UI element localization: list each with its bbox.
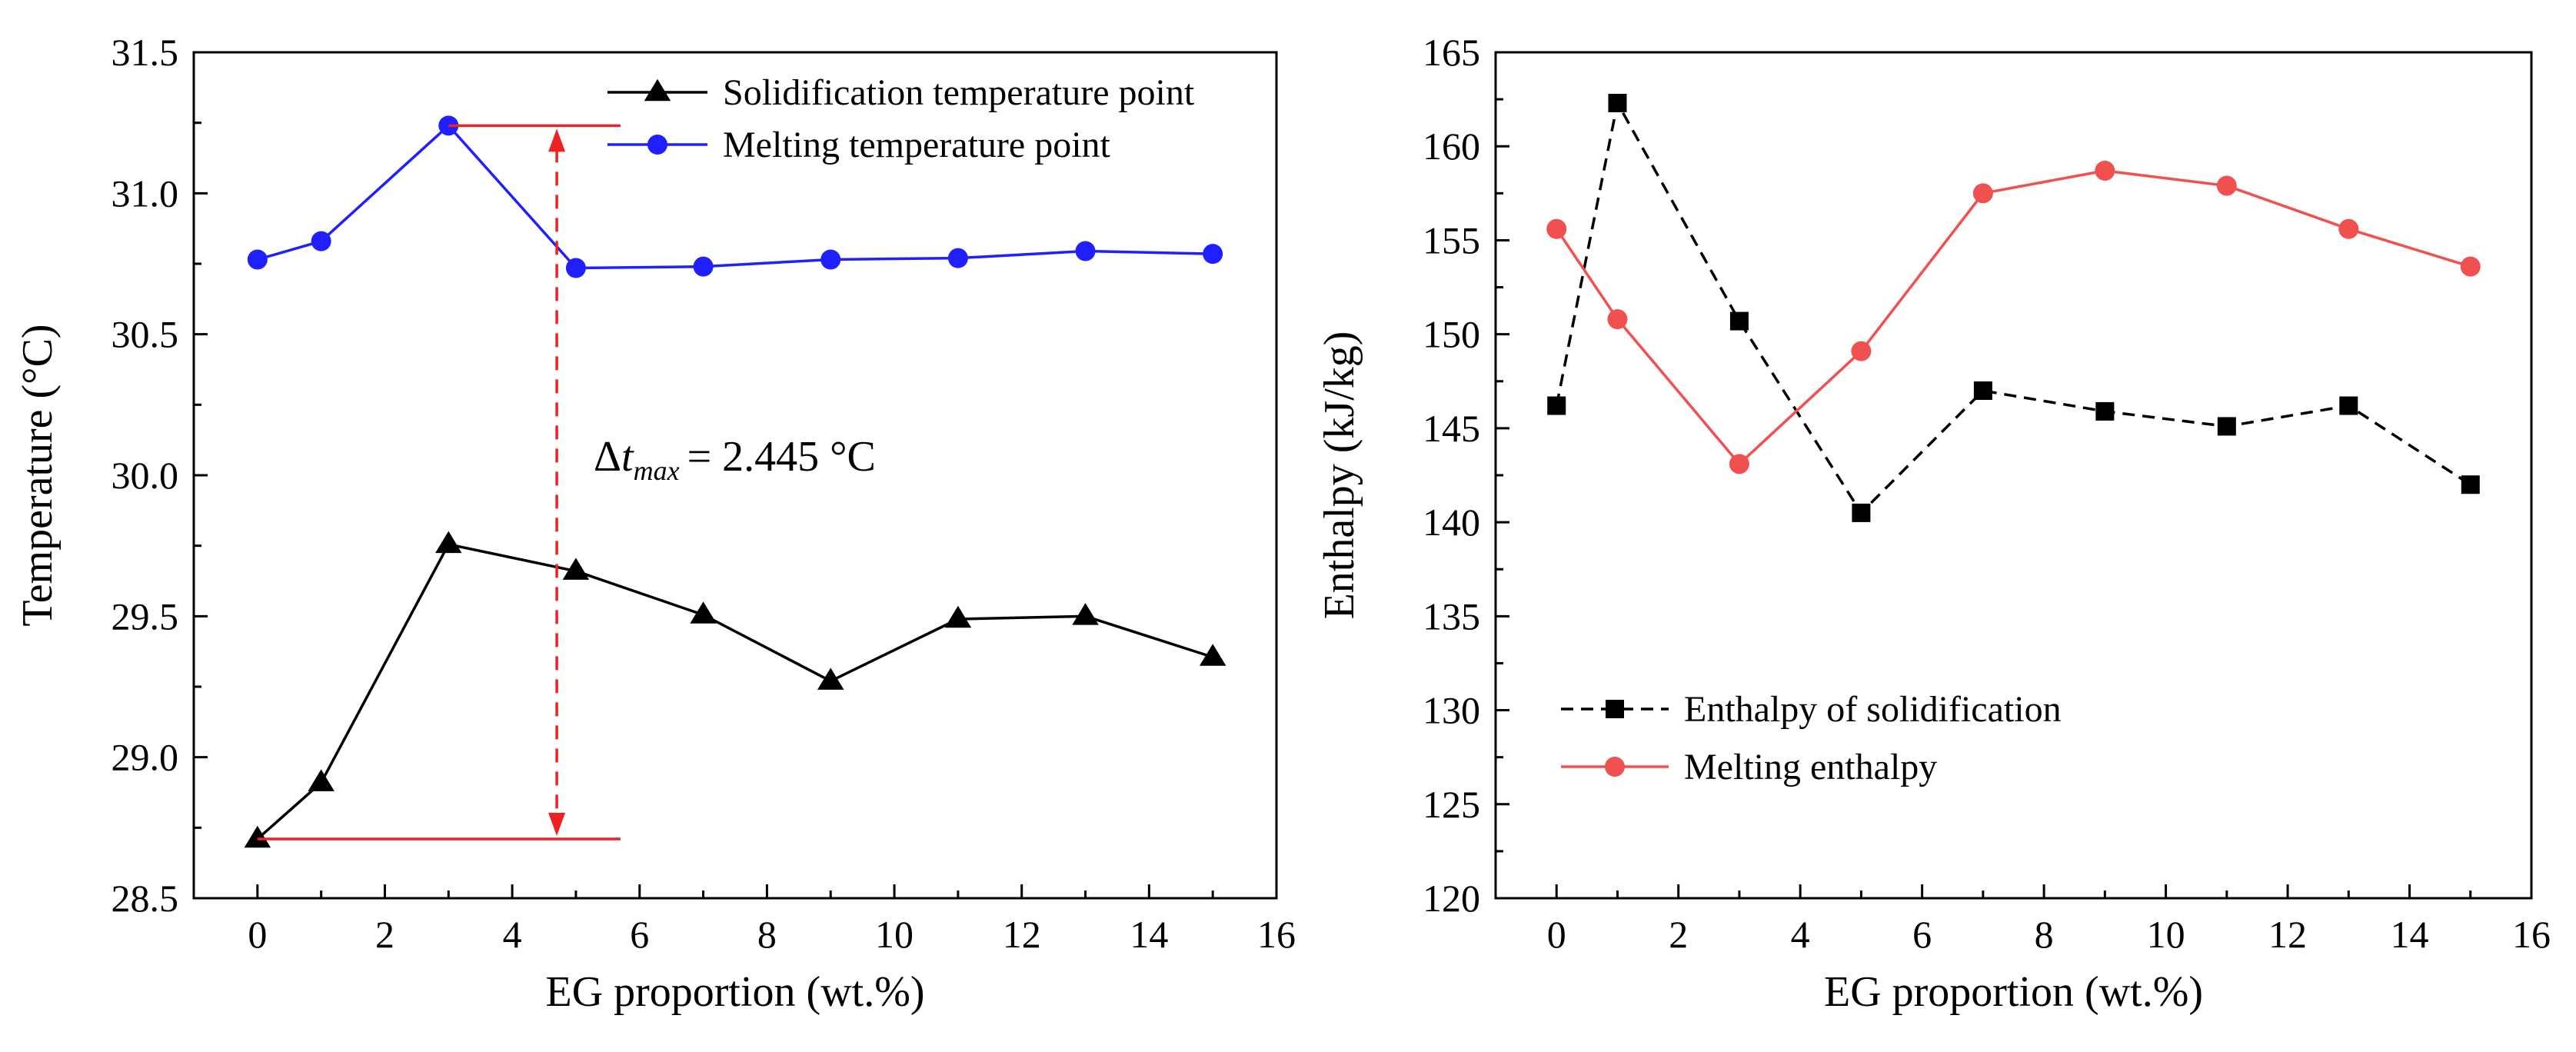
temp-series-2-point — [820, 249, 841, 270]
enth-series-2-point — [2460, 256, 2481, 277]
enth-series-1-point — [2095, 401, 2115, 421]
temperature-chart: 0 2 4 6 8 10 12 14 16 28.5 29.0 29.5 30.0 30.5 31.0 31.… — [14, 31, 1296, 1016]
temp-series-1-point — [562, 558, 590, 580]
delta-arrowhead-up — [548, 128, 566, 152]
temp-series-2-point — [247, 249, 268, 270]
temp-y-tick-label: 31.0 — [111, 171, 179, 215]
temp-x-tick-label: 12 — [1003, 913, 1041, 956]
enth-y-axis-title: Enthalpy (kJ/kg) — [1316, 331, 1363, 620]
temp-x-tick-label: 2 — [375, 913, 394, 956]
temp-series-1-point — [690, 601, 717, 624]
enth-x-tick-label: 10 — [2147, 913, 2185, 956]
enth-series-2-point — [1607, 309, 1628, 330]
temp-series-2-point — [1075, 241, 1096, 261]
temp-series-2-point — [947, 248, 968, 268]
enth-series-2-point — [1972, 183, 1993, 204]
temp-x-tick-label: 10 — [875, 913, 914, 956]
temp-x-tick-label: 4 — [503, 913, 522, 956]
temp-series-1-point — [944, 605, 972, 628]
temp-legend-label-2: Melting temperature point — [723, 125, 1111, 165]
enth-y-tick-label: 125 — [1423, 783, 1480, 826]
temp-x-tick-label: 16 — [1257, 913, 1296, 956]
enth-y-tick-label: 120 — [1423, 877, 1480, 920]
enth-series-line-1 — [1555, 102, 2471, 514]
enth-y-tick-label: 135 — [1423, 594, 1480, 638]
temp-series-1-point — [308, 769, 334, 791]
enth-x-tick-label: 14 — [2391, 913, 2429, 956]
enth-series-2-point — [2095, 161, 2115, 181]
temp-series-2-point — [1203, 244, 1223, 265]
enth-x-tick-label: 8 — [2035, 913, 2054, 956]
enth-series-1-point — [2217, 417, 2236, 436]
temp-x-axis-title: EG proportion (wt.%) — [545, 968, 924, 1016]
enth-x-tick-label: 0 — [1547, 913, 1566, 956]
enth-series-1-point — [1973, 381, 1992, 400]
enth-legend-label-1: Enthalpy of solidification — [1684, 689, 2062, 730]
enth-series-1-point — [2339, 396, 2358, 415]
temp-x-tick-label: 14 — [1130, 913, 1168, 956]
enth-x-tick-label: 12 — [2268, 913, 2307, 956]
enth-series-2-point — [1729, 454, 1749, 474]
temp-x-tick-label: 8 — [757, 913, 777, 956]
enth-x-axis-title: EG proportion (wt.%) — [1824, 968, 2203, 1016]
enth-series-1-point — [1729, 311, 1749, 331]
enth-x-tick-label: 4 — [1791, 913, 1810, 956]
temp-series-1-point — [435, 531, 462, 554]
delta-arrowhead-down — [548, 813, 566, 836]
delta-t-max-annotation: Δtmax = 2.445 °C — [594, 433, 876, 486]
enth-y-tick-label: 150 — [1423, 313, 1480, 356]
enth-series-1-point — [1852, 503, 1871, 522]
enth-series-2-point — [1546, 218, 1567, 239]
temp-series-2-point — [565, 258, 586, 278]
enth-series-1-point — [2461, 475, 2480, 494]
temp-series-1-point — [1199, 644, 1226, 666]
enth-series-1-point — [1608, 94, 1627, 112]
temp-legend-marker-2 — [647, 135, 667, 155]
enth-series-1-point — [1547, 396, 1566, 415]
enth-y-tick-label: 145 — [1423, 407, 1480, 450]
enth-x-tick-label: 6 — [1912, 913, 1932, 956]
enth-legend-marker-1 — [1606, 700, 1624, 718]
temp-series-1-point — [1072, 603, 1099, 625]
temp-y-tick-label: 29.0 — [111, 736, 179, 779]
enth-y-tick-label: 130 — [1423, 689, 1480, 732]
enth-series-2-point — [1851, 341, 1872, 361]
enth-legend-label-2: Melting enthalpy — [1684, 747, 1937, 787]
enth-series-2-point — [2216, 175, 2237, 196]
temp-series-2-point — [311, 231, 331, 251]
enth-y-tick-label: 165 — [1423, 31, 1480, 74]
enth-x-tick-label: 2 — [1669, 913, 1688, 956]
temp-x-tick-label: 6 — [630, 913, 649, 956]
temp-series-1-point — [244, 825, 271, 848]
enth-legend-marker-2 — [1605, 757, 1625, 777]
enth-y-tick-label: 160 — [1423, 125, 1480, 168]
enth-y-tick-label: 155 — [1423, 218, 1480, 261]
temp-y-tick-label: 30.5 — [111, 313, 179, 356]
temp-y-tick-label: 28.5 — [111, 877, 179, 920]
temp-legend-label-1: Solidification temperature point — [723, 72, 1195, 113]
enth-x-tick-label: 16 — [2512, 913, 2551, 956]
temp-series-1-point — [817, 667, 844, 690]
temp-legend-marker-1 — [644, 78, 671, 102]
temp-y-tick-label: 30.0 — [111, 454, 179, 497]
temp-y-tick-label: 31.5 — [111, 31, 179, 74]
temp-y-tick-label: 29.5 — [111, 594, 179, 638]
temp-x-tick-label: 0 — [248, 913, 267, 956]
temp-series-2-point — [693, 256, 714, 277]
enthalpy-chart: 0 2 4 6 8 10 12 14 16 120 125 130 135 140 145 150 155 160… — [1316, 31, 2551, 1016]
temp-y-axis-title: Temperature (°C) — [14, 324, 62, 626]
enth-series-2-point — [2338, 218, 2359, 239]
enth-y-tick-label: 140 — [1423, 501, 1480, 544]
